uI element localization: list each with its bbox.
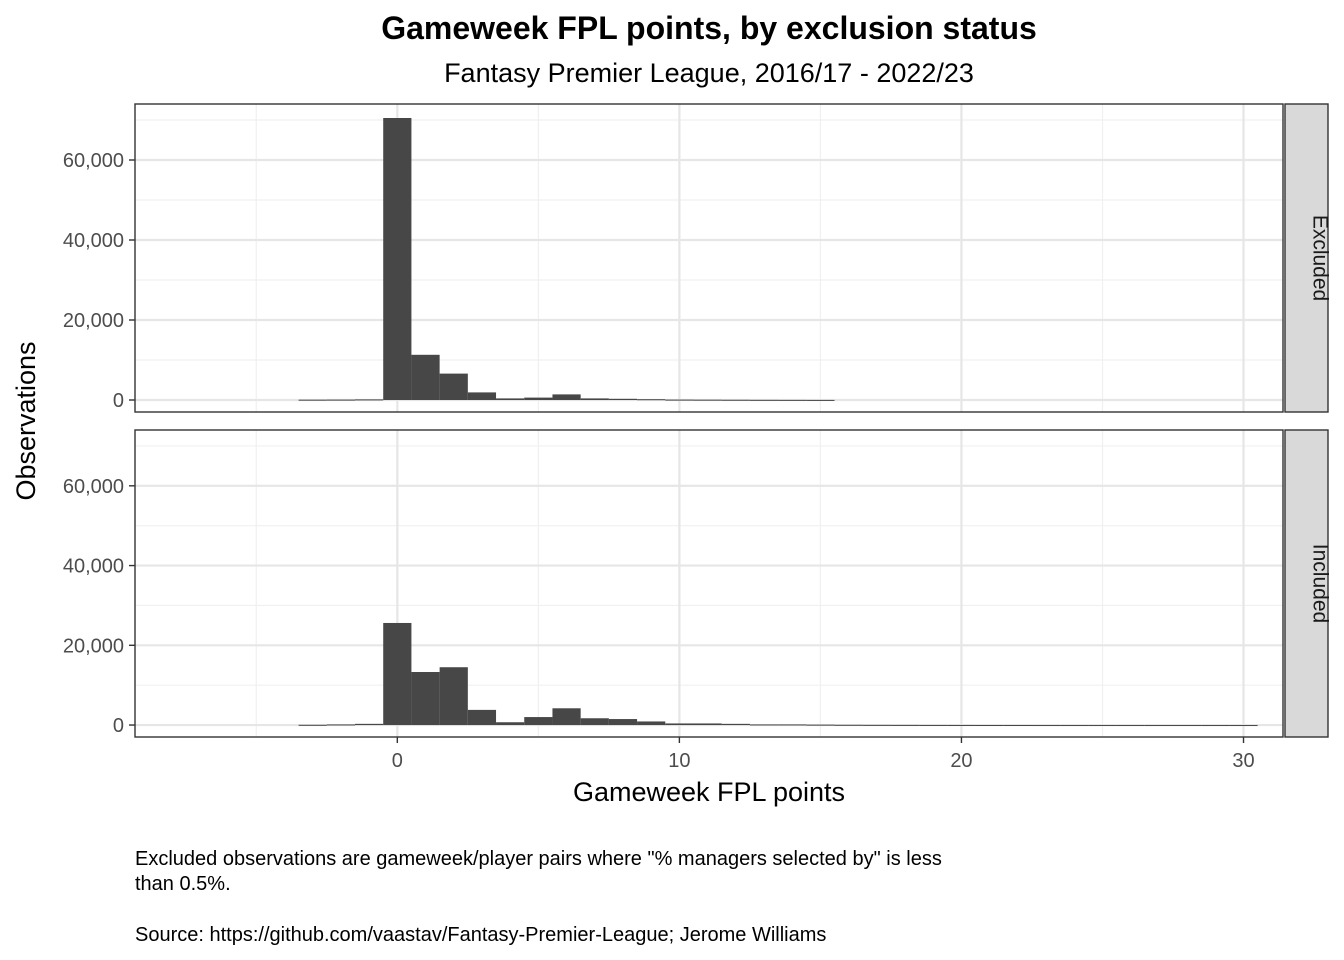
y-tick-label: 40,000 bbox=[63, 556, 124, 578]
histogram-bar bbox=[1172, 725, 1202, 727]
x-tick-label: 20 bbox=[950, 750, 972, 772]
histogram-bar bbox=[806, 724, 835, 726]
facet-panel-included: Included 0 20,000 40,000 60,000 bbox=[63, 429, 1332, 738]
histogram-bar bbox=[1003, 724, 1032, 726]
histogram-bar bbox=[806, 399, 835, 401]
y-tick-label: 0 bbox=[113, 390, 124, 412]
histogram-bar bbox=[749, 399, 779, 401]
histogram-bar bbox=[1060, 725, 1089, 727]
histogram-bar bbox=[693, 399, 722, 401]
caption: Excluded observations are gameweek/playe… bbox=[135, 848, 942, 895]
histogram-bar bbox=[721, 723, 750, 726]
y-tick-label: 0 bbox=[113, 715, 124, 737]
histogram-bar bbox=[298, 724, 327, 726]
histogram-bar bbox=[580, 718, 609, 726]
histogram-bar bbox=[552, 394, 581, 400]
histogram-bar bbox=[496, 398, 525, 400]
histogram-bar bbox=[693, 723, 722, 726]
histogram-bar bbox=[637, 399, 666, 401]
histogram-bar bbox=[496, 722, 525, 726]
histogram-bar bbox=[383, 622, 412, 726]
histogram-bar bbox=[355, 399, 384, 401]
histogram-bar bbox=[411, 354, 440, 400]
histogram-bar bbox=[947, 724, 976, 726]
histogram-bar bbox=[439, 667, 468, 726]
facet-strip bbox=[1284, 429, 1329, 738]
histogram-bar bbox=[1144, 725, 1173, 727]
histogram-bar bbox=[467, 709, 497, 726]
histogram-bar bbox=[862, 724, 891, 726]
y-tick-label: 40,000 bbox=[63, 230, 124, 252]
x-axis-title: Gameweek FPL points bbox=[573, 777, 845, 807]
histogram-bar bbox=[298, 399, 327, 401]
panel-border bbox=[134, 103, 1284, 413]
histogram-bar bbox=[1229, 725, 1258, 727]
histogram-bar bbox=[778, 724, 807, 726]
histogram-bar bbox=[975, 724, 1004, 726]
y-tick-label: 60,000 bbox=[63, 150, 124, 172]
histogram-bar bbox=[411, 672, 440, 726]
histogram-bar bbox=[326, 399, 356, 401]
caption-line: than 0.5%. bbox=[135, 873, 231, 895]
histogram-bar bbox=[1031, 725, 1061, 727]
histogram-bar bbox=[749, 724, 779, 726]
histogram-bar bbox=[665, 399, 694, 401]
histogram-bar bbox=[524, 397, 553, 400]
y-tick-label: 60,000 bbox=[63, 476, 124, 498]
histogram-bar bbox=[1116, 725, 1145, 727]
caption-line: Excluded observations are gameweek/playe… bbox=[135, 848, 942, 870]
histogram-bar bbox=[552, 708, 581, 726]
facet-strip bbox=[1284, 103, 1329, 413]
histogram-bar bbox=[665, 723, 694, 726]
facet-strip-label: Excluded bbox=[1309, 215, 1332, 301]
x-tick-label: 30 bbox=[1232, 750, 1254, 772]
y-tick-label: 20,000 bbox=[63, 310, 124, 332]
y-axis-title: Observations bbox=[11, 341, 41, 500]
panels-layer: Excluded 0 20,000 40,000 60,000 Included 0 20,0… bbox=[63, 103, 1332, 738]
histogram-bar bbox=[919, 724, 948, 726]
histogram-bar bbox=[608, 719, 638, 726]
histogram-bar bbox=[580, 398, 609, 400]
histogram-bar bbox=[524, 717, 553, 726]
panel-background bbox=[135, 104, 1283, 412]
histogram-bar bbox=[355, 723, 384, 726]
x-tick-label: 10 bbox=[668, 750, 690, 772]
histogram-bar bbox=[637, 721, 666, 726]
histogram-bar bbox=[383, 118, 412, 400]
histogram-bar bbox=[1201, 725, 1230, 727]
histogram-bar bbox=[890, 724, 920, 726]
x-tick-label: 0 bbox=[392, 750, 403, 772]
chart-subtitle: Fantasy Premier League, 2016/17 - 2022/2… bbox=[444, 58, 974, 88]
histogram-bar bbox=[1088, 725, 1117, 727]
panel-background bbox=[135, 430, 1283, 737]
histogram-bar bbox=[467, 392, 497, 400]
histogram-bar bbox=[608, 398, 638, 400]
panel-border bbox=[134, 429, 1284, 738]
facet-strip-label: Included bbox=[1309, 544, 1332, 623]
facet-panel-excluded: Excluded 0 20,000 40,000 60,000 bbox=[63, 103, 1332, 413]
histogram-bar bbox=[439, 373, 468, 400]
histogram-bar bbox=[778, 399, 807, 401]
histogram-bar bbox=[326, 724, 356, 726]
y-tick-label: 20,000 bbox=[63, 635, 124, 657]
x-axis: 0 10 20 30 bbox=[392, 737, 1255, 772]
source-note: Source: https://github.com/vaastav/Fanta… bbox=[135, 924, 826, 946]
histogram-bar bbox=[721, 399, 750, 401]
histogram-bar bbox=[834, 724, 863, 726]
chart-title: Gameweek FPL points, by exclusion status bbox=[381, 10, 1037, 46]
